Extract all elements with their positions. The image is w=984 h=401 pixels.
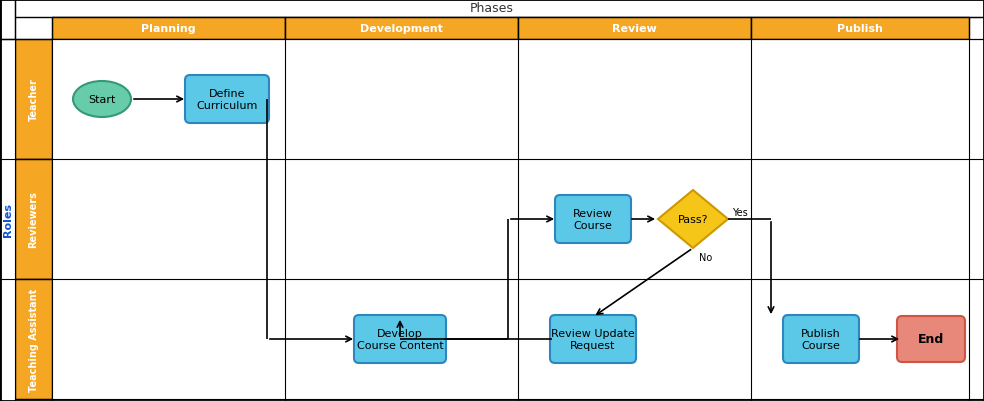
Text: No: No bbox=[699, 252, 712, 262]
Text: Planning: Planning bbox=[141, 24, 196, 34]
FancyBboxPatch shape bbox=[185, 76, 269, 124]
Bar bbox=[751, 18, 969, 40]
Polygon shape bbox=[658, 190, 728, 248]
FancyBboxPatch shape bbox=[555, 196, 631, 243]
Text: Start: Start bbox=[89, 95, 116, 105]
Text: Review
Course: Review Course bbox=[573, 208, 613, 231]
Text: Publish
Course: Publish Course bbox=[801, 328, 841, 350]
Text: Development: Development bbox=[360, 24, 443, 34]
FancyBboxPatch shape bbox=[897, 316, 965, 362]
Text: Review Update
Request: Review Update Request bbox=[551, 328, 635, 350]
Text: Reviewers: Reviewers bbox=[29, 191, 38, 248]
Text: Yes: Yes bbox=[732, 207, 748, 217]
Bar bbox=[518, 18, 751, 40]
Bar bbox=[15, 160, 52, 279]
Text: End: End bbox=[918, 333, 944, 346]
Text: Review: Review bbox=[612, 24, 657, 34]
Text: Pass?: Pass? bbox=[678, 215, 708, 225]
Ellipse shape bbox=[73, 82, 131, 118]
Text: Phases: Phases bbox=[470, 2, 514, 16]
Bar bbox=[15, 40, 52, 160]
Bar bbox=[52, 279, 984, 399]
Bar bbox=[0, 0, 15, 401]
Bar bbox=[52, 18, 285, 40]
Bar bbox=[15, 279, 52, 399]
Text: Develop
Course Content: Develop Course Content bbox=[356, 328, 444, 350]
FancyBboxPatch shape bbox=[783, 315, 859, 363]
Text: Publish: Publish bbox=[837, 24, 883, 34]
Text: Define
Curriculum: Define Curriculum bbox=[197, 89, 258, 111]
Bar bbox=[0, 0, 15, 40]
Bar bbox=[52, 40, 984, 160]
Bar bbox=[285, 18, 518, 40]
FancyBboxPatch shape bbox=[354, 315, 446, 363]
Text: Teacher: Teacher bbox=[29, 78, 38, 121]
Bar bbox=[52, 160, 984, 279]
Bar bbox=[0, 0, 984, 18]
FancyBboxPatch shape bbox=[550, 315, 636, 363]
Text: Teaching Assistant: Teaching Assistant bbox=[29, 288, 38, 391]
Text: Roles: Roles bbox=[3, 203, 13, 237]
